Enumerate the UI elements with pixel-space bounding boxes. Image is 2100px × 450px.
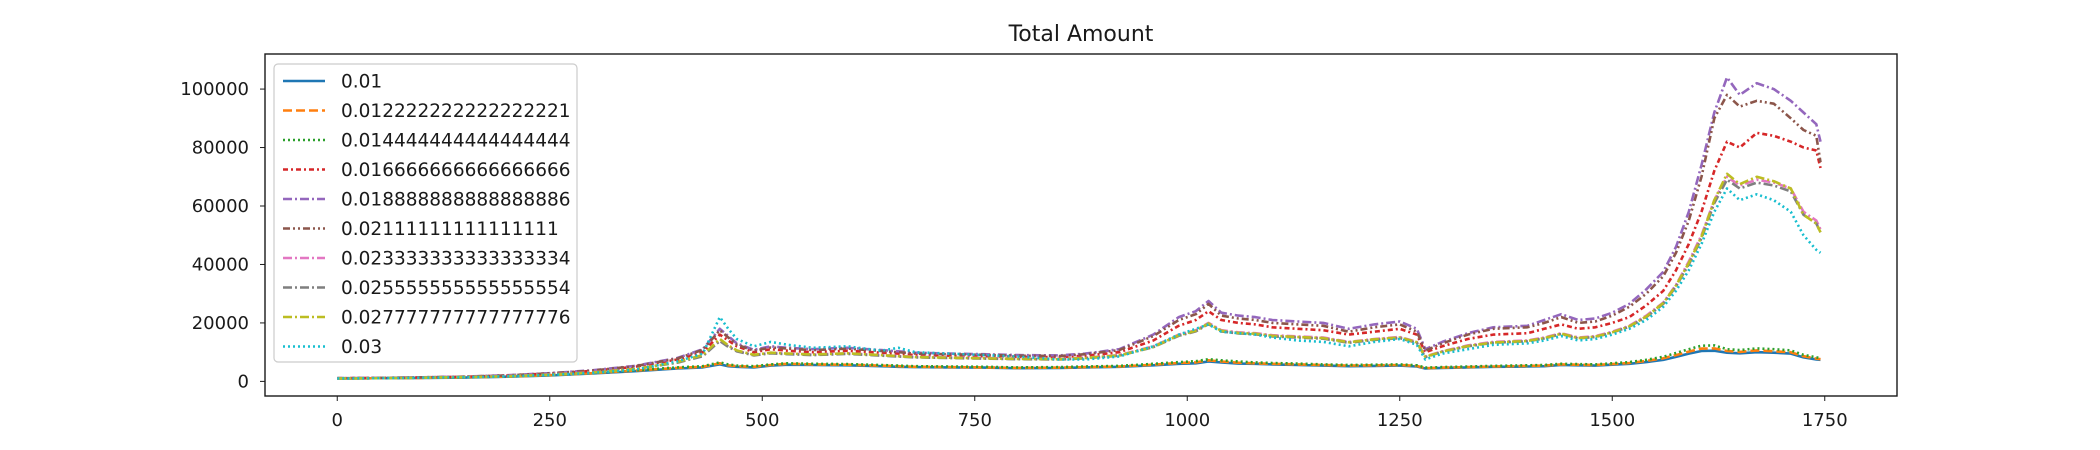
chart-title: Total Amount [1008,22,1154,47]
y-tick-label: 60000 [192,196,249,217]
legend-label-7: 0.025555555555555554 [341,278,571,299]
legend-label-3: 0.016666666666666666 [341,160,571,181]
legend-label-1: 0.012222222222222221 [341,101,571,122]
y-tick-label: 20000 [192,313,249,334]
series-line-2 [337,344,1821,380]
series-line-3 [337,131,1822,380]
x-tick-label: 500 [745,410,779,431]
y-tick-label: 80000 [192,138,249,159]
x-tick-label: 1750 [1802,410,1848,431]
legend-box [273,63,578,363]
x-tick-label: 1000 [1164,410,1210,431]
legend-label-2: 0.014444444444444444 [341,131,571,152]
y-tick-label: 40000 [192,254,249,275]
x-tick-label: 250 [533,410,567,431]
x-axis: 0 250 500 750 1000 1250 1500 1750 [332,396,1848,431]
x-tick-label: 1250 [1377,410,1423,431]
legend-label-0: 0.01 [341,72,382,93]
legend-label-4: 0.018888888888888886 [341,190,571,211]
x-tick-label: 0 [332,410,343,431]
legend: 0.01 0.012222222222222221 0.01444444444444… [273,63,578,363]
x-tick-label: 1500 [1589,410,1635,431]
plot-frame [264,53,1898,397]
legend-label-6: 0.023333333333333334 [341,249,571,270]
x-tick-label: 750 [958,410,992,431]
legend-label-8: 0.027777777777777776 [341,308,571,329]
legend-label-9: 0.03 [341,337,382,358]
series-line-5 [337,93,1822,380]
y-tick-label: 100000 [180,79,249,100]
y-axis: 0 20000 40000 60000 80000 100000 [180,79,265,392]
series-line-8 [337,172,1822,380]
series-layer [337,76,1822,380]
series-line-9 [337,187,1822,380]
legend-label-5: 0.02111111111111111 [341,219,559,240]
series-line-7 [337,178,1822,380]
y-tick-label: 0 [238,371,249,392]
